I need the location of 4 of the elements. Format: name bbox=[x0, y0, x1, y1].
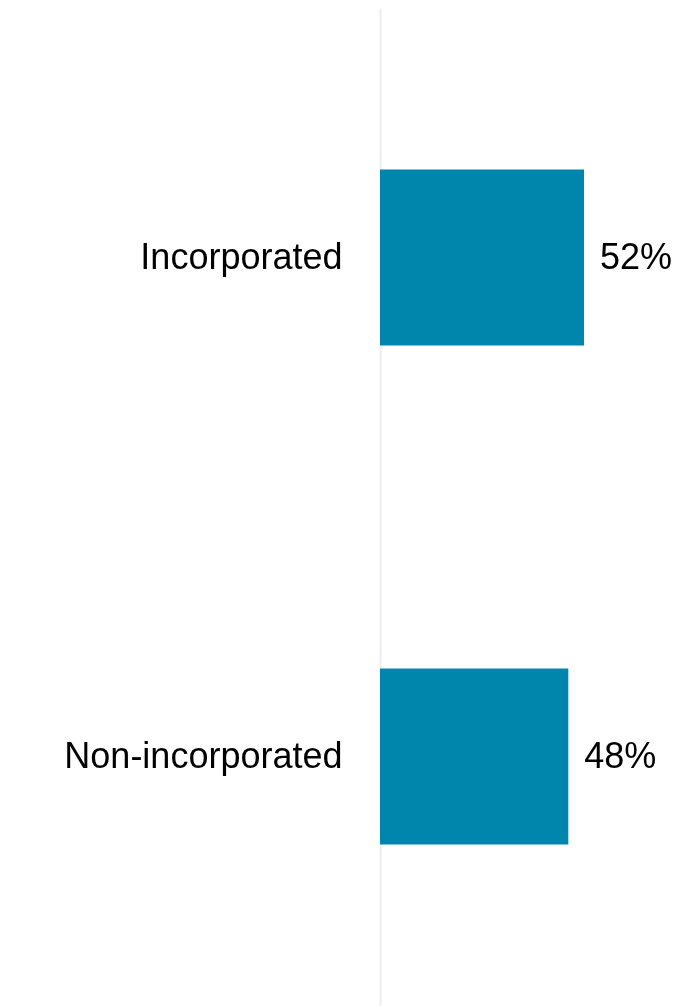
data-label: 52% bbox=[600, 235, 673, 277]
y-tick-label: Incorporated bbox=[140, 235, 343, 277]
y-tick-label: Non-incorporated bbox=[64, 734, 343, 776]
data-label: 48% bbox=[584, 734, 657, 776]
